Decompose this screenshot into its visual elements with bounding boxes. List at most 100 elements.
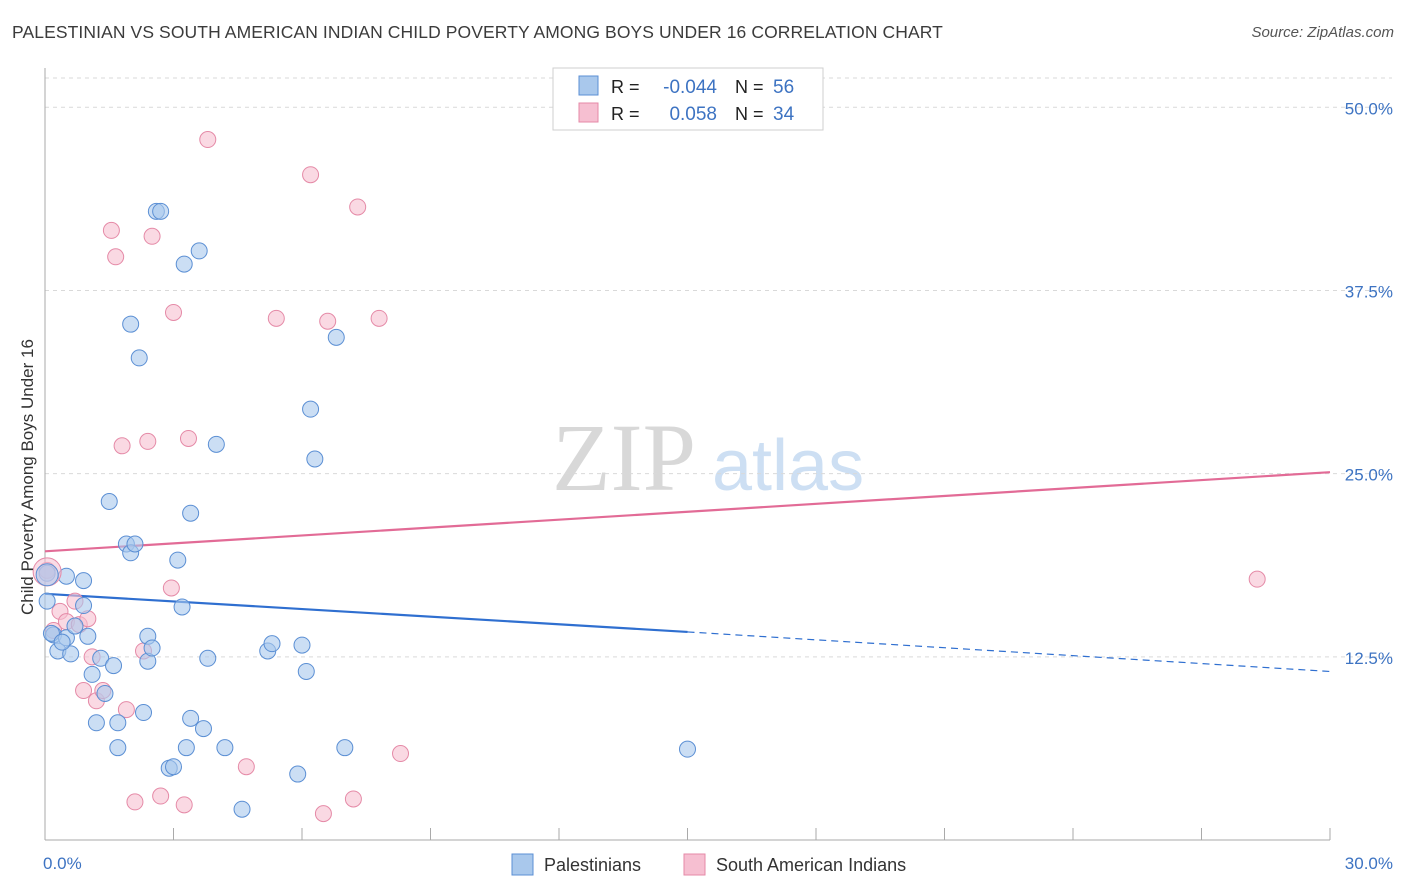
legend-n-label-1: N = bbox=[735, 77, 764, 97]
point-palestinians bbox=[83, 665, 101, 683]
point-south-american-indians bbox=[126, 793, 144, 811]
point-south-american-indians bbox=[370, 309, 388, 327]
trend-line-palestinians bbox=[44, 592, 688, 634]
point-palestinians bbox=[175, 255, 193, 273]
point-palestinians bbox=[169, 551, 187, 569]
legend-n-value-2: 34 bbox=[773, 104, 795, 125]
point-palestinians bbox=[336, 739, 354, 757]
point-palestinians bbox=[327, 328, 345, 346]
legend-swatch-blue bbox=[578, 75, 599, 96]
y-tick-label: 50.0% bbox=[1345, 99, 1393, 118]
point-palestinians bbox=[105, 657, 123, 675]
point-palestinians bbox=[190, 242, 208, 260]
point-palestinians bbox=[199, 649, 217, 667]
x-tick-label-max: 30.0% bbox=[1345, 854, 1393, 873]
legend-r-label-2: R = bbox=[611, 104, 640, 124]
point-south-american-indians bbox=[175, 796, 193, 814]
point-palestinians bbox=[207, 435, 225, 453]
legend-n-value-1: 56 bbox=[773, 77, 794, 98]
point-south-american-indians bbox=[1248, 570, 1266, 588]
point-south-american-indians bbox=[107, 248, 125, 266]
top-legend: R = -0.044 N = 56 R = 0.058 N = 34 bbox=[552, 67, 824, 131]
y-tick-label: 12.5% bbox=[1345, 649, 1393, 668]
trend-line-palestinians-extension bbox=[687, 631, 1331, 673]
y-axis-label: Child Poverty Among Boys Under 16 bbox=[18, 339, 37, 615]
bottom-legend: Palestinians South American Indians bbox=[511, 853, 906, 876]
point-palestinians bbox=[216, 739, 234, 757]
legend-swatch-pink bbox=[578, 102, 599, 123]
point-palestinians bbox=[96, 684, 114, 702]
data-points bbox=[32, 131, 1266, 823]
point-palestinians bbox=[109, 739, 127, 757]
point-palestinians bbox=[66, 617, 84, 635]
point-palestinians bbox=[165, 758, 182, 776]
point-palestinians bbox=[152, 202, 170, 220]
point-palestinians bbox=[233, 800, 251, 818]
point-palestinians bbox=[306, 450, 324, 468]
bottom-legend-label-palestinians: Palestinians bbox=[544, 855, 641, 875]
point-palestinians bbox=[177, 739, 195, 757]
point-palestinians bbox=[53, 633, 71, 651]
point-south-american-indians bbox=[179, 429, 197, 447]
point-south-american-indians bbox=[392, 745, 410, 763]
point-palestinians bbox=[122, 315, 140, 333]
point-south-american-indians bbox=[139, 432, 157, 450]
point-south-american-indians bbox=[344, 790, 362, 808]
point-palestinians bbox=[182, 709, 200, 727]
trend-lines bbox=[44, 471, 1331, 673]
point-south-american-indians bbox=[199, 131, 217, 149]
point-south-american-indians bbox=[165, 303, 182, 321]
point-palestinians bbox=[126, 535, 144, 553]
legend-n-label-2: N = bbox=[735, 104, 764, 124]
point-south-american-indians bbox=[314, 805, 332, 823]
point-palestinians bbox=[679, 740, 696, 758]
point-palestinians bbox=[130, 349, 148, 367]
point-palestinians bbox=[92, 649, 110, 667]
point-palestinians bbox=[100, 492, 118, 510]
trend-line-south-american-indians bbox=[44, 471, 1331, 553]
point-palestinians bbox=[38, 592, 56, 610]
point-palestinians bbox=[173, 598, 191, 616]
grid-lines bbox=[45, 77, 1392, 658]
y-tick-label: 25.0% bbox=[1345, 466, 1393, 485]
point-palestinians-large bbox=[35, 563, 59, 587]
point-palestinians bbox=[79, 627, 97, 645]
y-tick-label: 37.5% bbox=[1345, 282, 1393, 301]
point-palestinians bbox=[302, 400, 320, 418]
point-south-american-indians bbox=[237, 758, 255, 776]
source-label: Source: ZipAtlas.com bbox=[1251, 24, 1394, 41]
point-palestinians bbox=[143, 639, 161, 657]
bottom-legend-label-sa-indians: South American Indians bbox=[716, 855, 906, 875]
point-south-american-indians bbox=[117, 701, 135, 719]
point-palestinians bbox=[293, 636, 311, 654]
legend-r-label-1: R = bbox=[611, 77, 640, 97]
point-palestinians bbox=[62, 645, 80, 663]
point-south-american-indians bbox=[349, 198, 367, 216]
point-south-american-indians bbox=[319, 312, 337, 330]
tick-labels: 12.5% 25.0% 37.5% 50.0% 0.0% 30.0% bbox=[43, 99, 1393, 873]
point-south-american-indians bbox=[162, 579, 180, 597]
watermark-atlas: atlas bbox=[712, 426, 864, 506]
legend-r-value-1: -0.044 bbox=[663, 77, 717, 98]
axes bbox=[44, 68, 1331, 841]
point-palestinians bbox=[289, 765, 307, 783]
point-south-american-indians bbox=[113, 437, 131, 455]
point-palestinians bbox=[194, 720, 212, 738]
point-palestinians bbox=[135, 704, 153, 722]
watermark-zip: ZIP bbox=[552, 404, 696, 511]
bottom-legend-swatch-pink bbox=[683, 853, 706, 876]
point-palestinians bbox=[297, 662, 315, 680]
point-south-american-indians bbox=[302, 166, 320, 184]
point-palestinians bbox=[75, 597, 93, 615]
point-south-american-indians bbox=[75, 682, 93, 700]
point-south-american-indians bbox=[267, 309, 285, 327]
point-south-american-indians bbox=[143, 227, 161, 245]
point-palestinians bbox=[87, 714, 105, 732]
point-palestinians bbox=[109, 714, 127, 732]
point-palestinians bbox=[182, 504, 200, 522]
point-palestinians bbox=[75, 572, 93, 590]
legend-r-value-2: 0.058 bbox=[669, 104, 717, 125]
point-palestinians bbox=[263, 635, 281, 653]
point-south-american-indians bbox=[102, 221, 120, 239]
